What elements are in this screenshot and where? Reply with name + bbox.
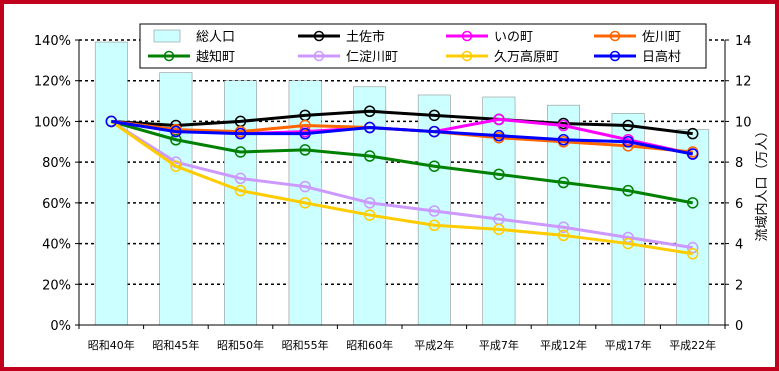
- data-point: [299, 197, 311, 209]
- data-point: [493, 168, 505, 181]
- x-tick-label: 昭和40年: [88, 338, 135, 352]
- data-point: [428, 109, 441, 122]
- left-tick-label: 40%: [42, 238, 71, 253]
- data-point: [234, 172, 247, 185]
- data-point: [493, 129, 505, 142]
- data-point: [170, 134, 182, 146]
- series-line: [111, 109, 693, 136]
- data-point: [363, 105, 376, 117]
- legend-swatch: [153, 29, 181, 43]
- legend-label: いの町: [494, 30, 533, 45]
- data-point: [622, 119, 634, 132]
- data-point: [686, 197, 699, 209]
- data-point: [105, 115, 118, 128]
- legend-label: 土佐市: [346, 29, 385, 45]
- data-point: [557, 134, 570, 146]
- legend-label: 仁淀川町: [346, 50, 398, 65]
- data-point: [493, 113, 505, 126]
- legend-box: [139, 23, 707, 69]
- population-chart: 0% 20% 40% 60% 80% 100% 120% 140% 0 2 4 6 8 10 12 14 昭和4…: [34, 23, 770, 352]
- legend-marker: [461, 50, 473, 62]
- left-tick-label: 120%: [34, 75, 71, 90]
- left-tick-label: 80%: [42, 156, 71, 171]
- data-point: [299, 144, 311, 156]
- data-point: [299, 119, 311, 132]
- x-tick-label: 平成12年: [540, 338, 587, 352]
- data-point: [557, 176, 570, 189]
- right-tick-label: 0: [735, 319, 743, 334]
- data-point: [170, 125, 182, 138]
- legend-marker: [609, 30, 621, 42]
- x-tick-label: 昭和55年: [282, 338, 329, 352]
- data-point: [299, 180, 311, 193]
- legend-marker: [313, 50, 325, 62]
- x-tick-label: 平成22年: [669, 338, 716, 352]
- x-tick-label: 昭和50年: [217, 338, 264, 352]
- left-tick-label: 100%: [34, 115, 71, 130]
- left-tick-label: 0%: [50, 319, 71, 334]
- legend-marker: [163, 50, 175, 62]
- left-tick-label: 140%: [34, 34, 71, 49]
- legend-label: 越知町: [196, 49, 235, 65]
- data-point: [363, 197, 376, 209]
- right-tick-label: 4: [735, 238, 743, 253]
- data-point: [557, 221, 570, 234]
- data-point: [622, 237, 634, 250]
- right-axis-label: 流域内人口（万人）: [754, 124, 770, 241]
- data-point: [493, 223, 505, 236]
- x-tick-label: 平成7年: [479, 338, 519, 352]
- legend-marker: [461, 30, 473, 42]
- x-tick-label: 昭和45年: [152, 338, 199, 352]
- series-line: [110, 120, 693, 256]
- data-point: [428, 219, 441, 231]
- series-line: [110, 119, 693, 205]
- right-tick-label: 12: [735, 75, 752, 90]
- data-point: [622, 136, 634, 148]
- legend-label: 久万高原町: [494, 49, 559, 65]
- series-line: [111, 119, 693, 156]
- x-tick-label: 昭和60年: [346, 338, 393, 352]
- data-point: [234, 184, 247, 197]
- left-tick-label: 60%: [42, 197, 71, 212]
- legend-label: 佐川町: [642, 30, 681, 45]
- data-point: [686, 248, 699, 260]
- data-point: [428, 125, 441, 138]
- right-tick-label: 10: [735, 115, 752, 130]
- right-tick-label: 2: [735, 278, 743, 293]
- bar-total-population: [611, 113, 645, 326]
- data-point: [686, 127, 699, 140]
- data-point: [363, 150, 376, 162]
- data-point: [234, 146, 247, 158]
- x-tick-label: 平成2年: [414, 338, 454, 352]
- right-tick-label: 8: [735, 156, 743, 171]
- legend-label: 総人口: [196, 30, 235, 45]
- bar-total-population: [94, 41, 128, 326]
- bar-total-population: [224, 80, 257, 326]
- left-tick-label: 20%: [42, 278, 71, 293]
- legend-marker: [313, 30, 325, 42]
- x-tick-label: 平成17年: [605, 338, 652, 352]
- right-tick-label: 14: [735, 34, 752, 49]
- bar-total-population: [159, 72, 193, 326]
- series-line: [110, 120, 693, 250]
- data-point: [686, 148, 699, 160]
- data-point: [428, 160, 441, 172]
- data-point: [363, 209, 376, 221]
- data-point: [363, 121, 376, 134]
- legend-marker: [609, 50, 621, 62]
- right-tick-label: 6: [735, 197, 743, 212]
- data-point: [234, 127, 247, 140]
- data-point: [557, 229, 570, 242]
- data-point: [622, 184, 634, 197]
- legend-label: 日高村: [642, 49, 681, 65]
- data-point: [557, 119, 570, 132]
- data-point: [428, 205, 441, 217]
- data-point: [299, 127, 311, 140]
- data-point: [170, 160, 182, 172]
